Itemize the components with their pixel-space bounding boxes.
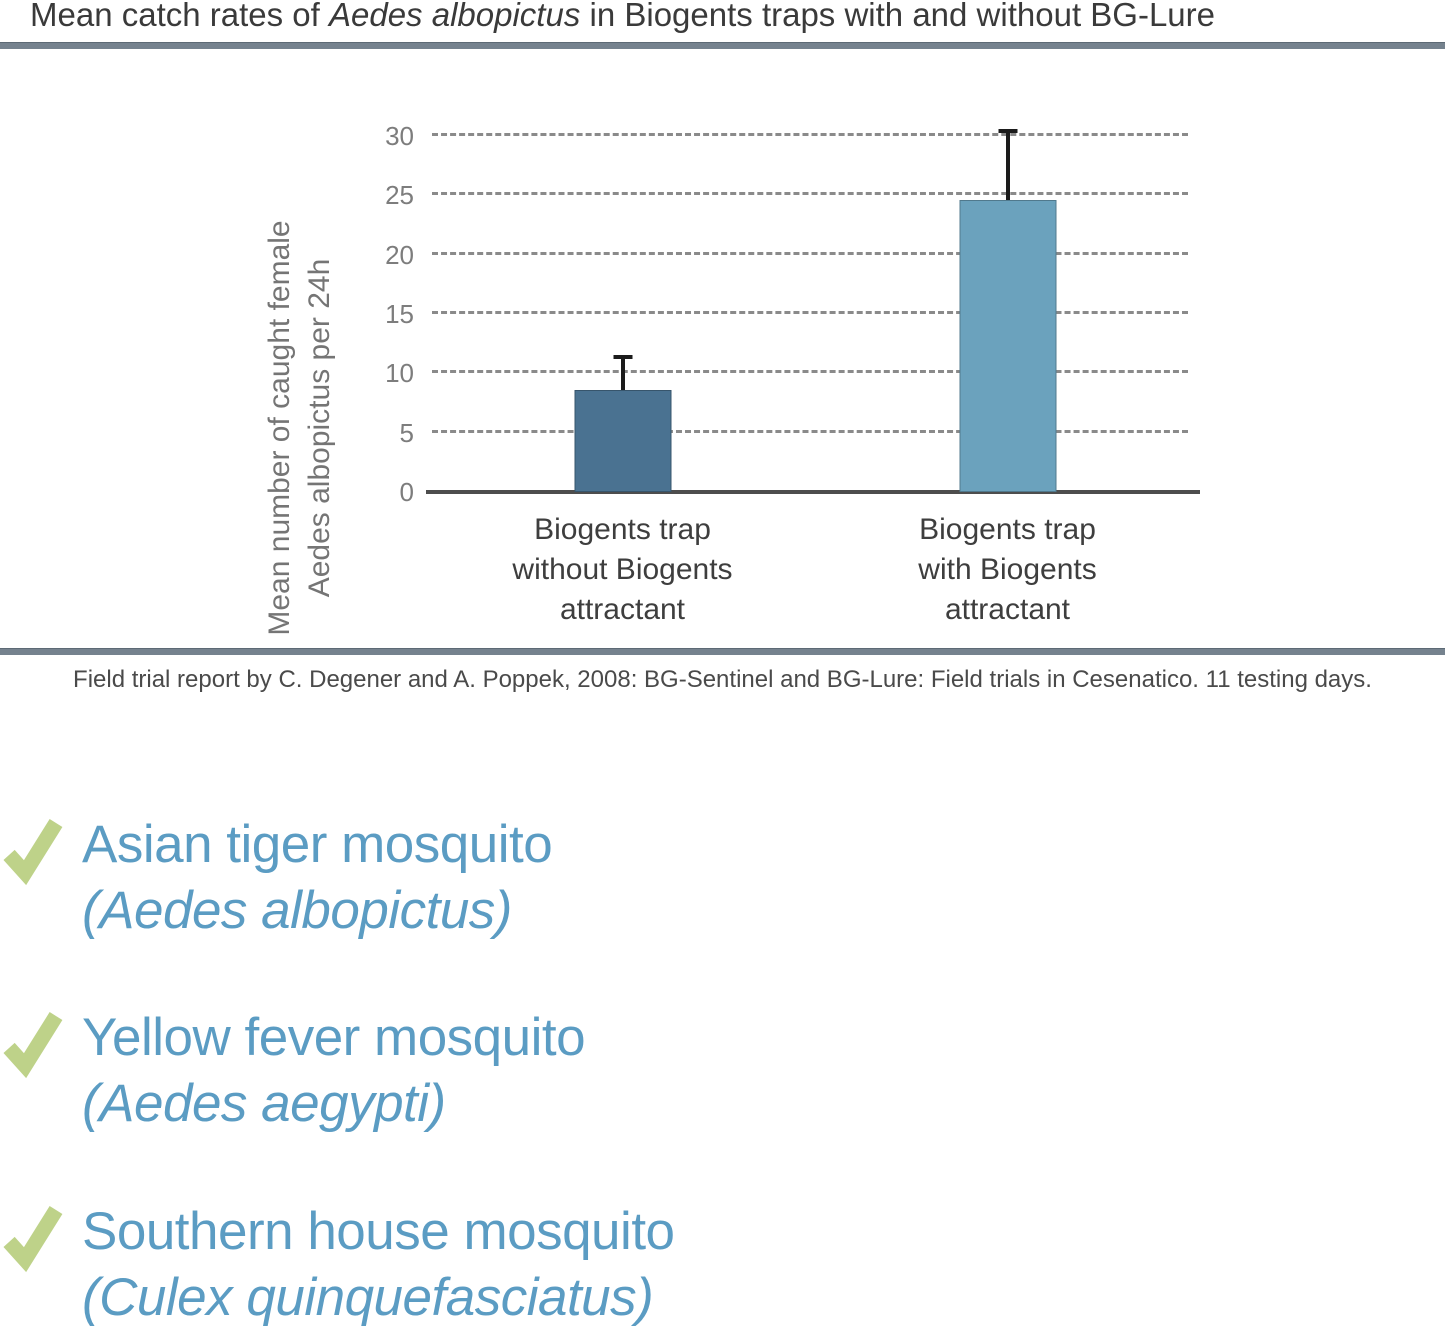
checkmark-icon (3, 819, 63, 886)
gridline-15 (432, 310, 1188, 314)
citation-text: Field trial report by C. Degener and A. … (73, 666, 1372, 693)
plot-area: 0 5 10 15 20 25 30 (385, 112, 1200, 505)
y-tick-5: 5 (399, 417, 414, 448)
species-common-name: Southern house mosquito (82, 1201, 675, 1261)
bar-with-attractant (959, 199, 1056, 492)
error-bar-cap-1 (998, 129, 1017, 134)
top-divider (0, 42, 1445, 49)
y-tick-20: 20 (385, 239, 414, 270)
x-category-label-line: attractant (944, 592, 1071, 626)
checkmark-icon (3, 1012, 63, 1079)
title-species-italic: Aedes albopictus (328, 0, 581, 33)
x-category-label-line: Biogents trap (919, 513, 1096, 546)
species-common-name: Asian tiger mosquito (82, 815, 553, 874)
y-tick-15: 15 (385, 298, 414, 329)
species-list: Asian tiger mosquito (Aedes albopictus) Ye… (2, 812, 1202, 1330)
title-prefix: Mean catch rates of (30, 0, 329, 33)
y-axis-label: Mean number of caught female Aedes albop… (260, 220, 340, 635)
bar-without-attractant (574, 389, 671, 492)
gridline-10 (432, 370, 1188, 374)
species-latin-name: (Aedes albopictus) (82, 880, 512, 940)
bar-slot-1 (815, 112, 1200, 492)
bar-chart: Mean number of caught female Aedes albop… (0, 90, 1445, 640)
x-axis-labels: Biogents trap without Biogents attractant B… (430, 510, 1200, 630)
y-tick-25: 25 (385, 180, 414, 211)
error-bar-cap-0 (613, 355, 632, 359)
x-axis-line (426, 490, 1200, 494)
species-text-2: Southern house mosquito (Culex quinquefas… (82, 1199, 675, 1330)
species-item-1: Yellow fever mosquito (Aedes aegypti) (2, 1005, 1202, 1136)
error-bar-stem-0 (620, 359, 625, 390)
x-category-label-1: Biogents trap with Biogents attractant (815, 510, 1200, 630)
y-tick-0: 0 (399, 477, 414, 507)
gridline-5 (432, 429, 1188, 433)
y-axis-label-line1: Mean number of caught female (263, 220, 297, 636)
species-item-0: Asian tiger mosquito (Aedes albopictus) (2, 812, 1202, 943)
species-latin-name: (Aedes aegypti) (82, 1074, 446, 1134)
checkmark-icon (3, 1205, 63, 1272)
y-tick-10: 10 (385, 358, 414, 389)
bottom-divider (0, 648, 1445, 655)
species-item-2: Southern house mosquito (Culex quinquefas… (2, 1199, 1202, 1330)
x-category-label-line: with Biogents (918, 552, 1097, 586)
x-category-label-line: Biogents trap (534, 513, 711, 546)
x-category-label-line: without Biogents (512, 552, 733, 586)
x-category-label-line: attractant (559, 592, 686, 626)
species-common-name: Yellow fever mosquito (82, 1008, 586, 1068)
species-latin-name: (Culex quinquefasciatus) (82, 1267, 654, 1327)
error-bar-stem-1 (1005, 133, 1010, 200)
y-axis-label-line2: Aedes albopictus per 24h (303, 258, 336, 598)
gridline-25 (432, 192, 1188, 196)
x-category-label-0: Biogents trap without Biogents attractant (430, 510, 815, 630)
title-suffix: in Biogents traps with and without BG-Lu… (580, 0, 1215, 33)
gridline-30 (432, 132, 1188, 136)
bar-slot-0 (430, 112, 815, 492)
gridline-20 (432, 251, 1188, 255)
y-tick-30: 30 (385, 120, 414, 151)
species-text-1: Yellow fever mosquito (Aedes aegypti) (82, 1005, 586, 1136)
species-text-0: Asian tiger mosquito (Aedes albopictus) (82, 812, 553, 943)
page-title: Mean catch rates of Aedes albopictus in … (30, 0, 1215, 34)
